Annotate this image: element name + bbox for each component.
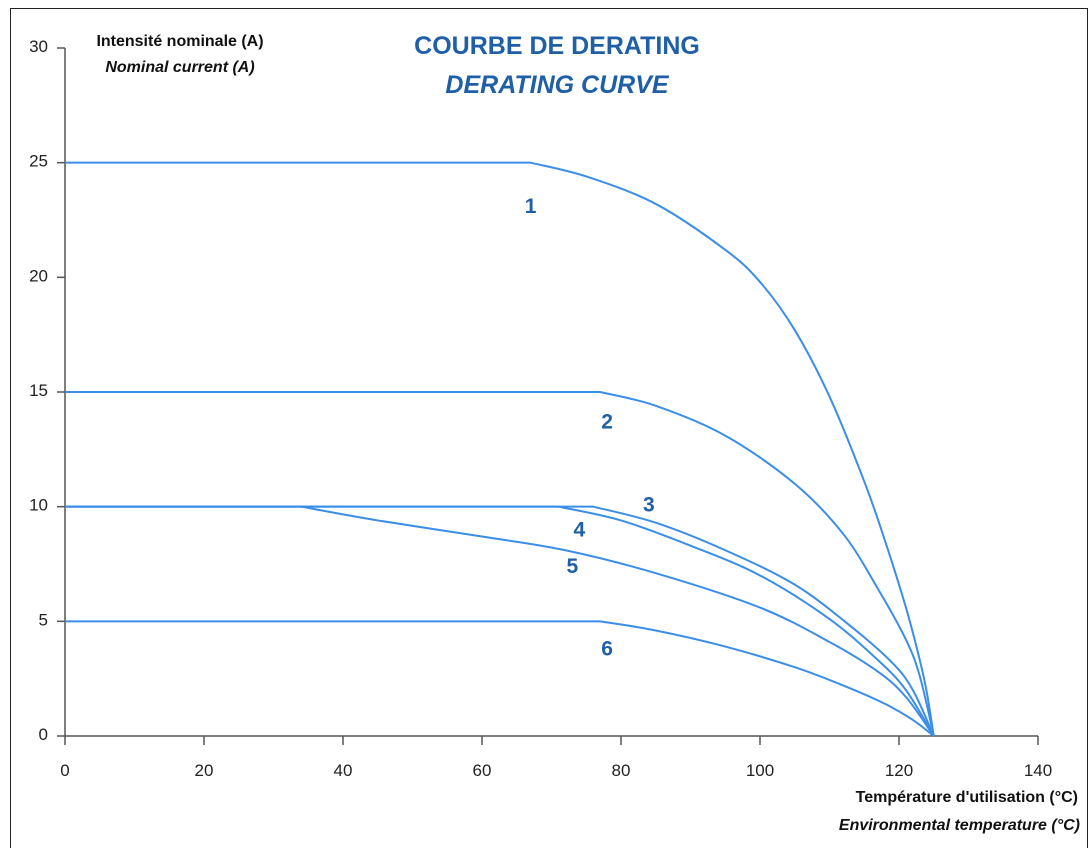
y-axis-label: Intensité nominale (A) xyxy=(96,33,263,50)
curve-1 xyxy=(65,161,935,737)
curve-5 xyxy=(65,505,935,737)
chart-title: COURBE DE DERATING xyxy=(414,32,700,60)
x-tick-label: 60 xyxy=(473,761,492,780)
y-tick-label: 20 xyxy=(29,266,48,285)
curves xyxy=(65,161,935,737)
curve-6 xyxy=(65,620,935,737)
x-tick-label: 20 xyxy=(195,761,214,780)
x-tick-label: 40 xyxy=(334,761,353,780)
curve-4 xyxy=(65,505,935,737)
curve-3 xyxy=(65,505,935,737)
x-tick-label: 0 xyxy=(60,761,69,780)
y-axis-label-en: Nominal current (A) xyxy=(105,59,254,76)
curve-label-2: 2 xyxy=(601,411,613,434)
curve-label-6: 6 xyxy=(601,638,613,661)
x-axis-label: Température d'utilisation (°C) xyxy=(856,789,1078,806)
chart-subtitle: DERATING CURVE xyxy=(445,71,669,99)
y-tick-label: 10 xyxy=(29,496,48,515)
curve-label-5: 5 xyxy=(567,555,579,578)
x-axis-label-en: Environmental temperature (°C) xyxy=(839,817,1080,834)
y-tick-label: 25 xyxy=(29,152,48,171)
curve-labels: 1 2 3 4 5 6 xyxy=(525,195,655,661)
y-tick-label: 0 xyxy=(39,725,48,744)
y-tick-label: 15 xyxy=(29,381,48,400)
x-tick-label: 80 xyxy=(612,761,631,780)
chart-frame xyxy=(10,8,1088,848)
x-tick-label: 100 xyxy=(746,761,774,780)
curve-2 xyxy=(65,391,935,737)
y-tick-label: 30 xyxy=(29,37,48,56)
x-tick-label: 120 xyxy=(885,761,913,780)
x-tick-label: 140 xyxy=(1024,761,1052,780)
curve-label-4: 4 xyxy=(573,518,585,541)
curve-label-1: 1 xyxy=(525,195,537,218)
y-tick-label: 5 xyxy=(39,610,48,629)
curve-label-3: 3 xyxy=(643,493,655,516)
